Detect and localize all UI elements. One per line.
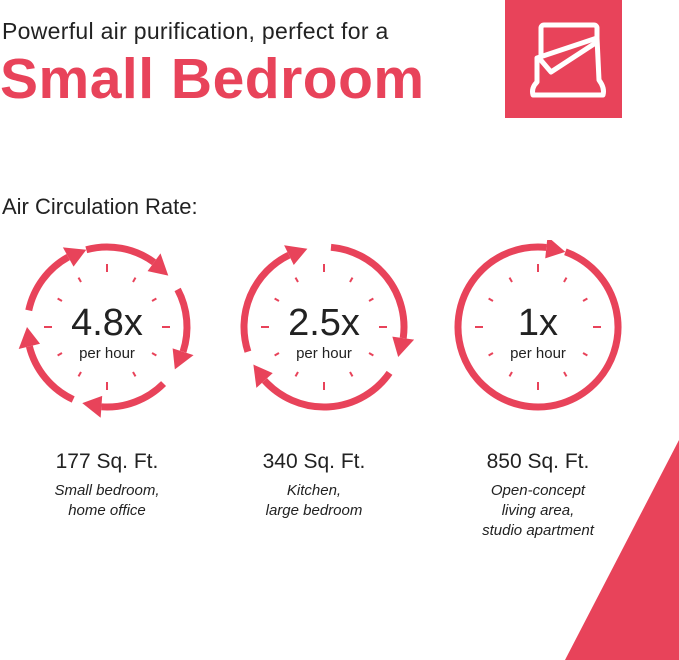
circulation-gauge-1 bbox=[18, 243, 194, 418]
tick-mark bbox=[294, 277, 299, 283]
arrow-head-icon bbox=[18, 327, 41, 350]
circulation-gauge-3 bbox=[454, 240, 622, 411]
subtitle: Powerful air purification, perfect for a bbox=[2, 18, 389, 44]
desc-line: Open-concept bbox=[490, 482, 586, 499]
tick-mark bbox=[582, 352, 588, 357]
room-description: Kitchen, large bedroom bbox=[214, 481, 414, 521]
arrow-head-icon bbox=[147, 253, 169, 276]
tick-mark bbox=[132, 277, 137, 283]
rate-value: 1x bbox=[517, 302, 559, 344]
tick-mark bbox=[349, 371, 354, 377]
room-area: 850 Sq. Ft. bbox=[486, 450, 590, 473]
arrow-head-icon bbox=[82, 395, 103, 418]
tick-mark bbox=[57, 297, 63, 302]
tick-mark bbox=[77, 277, 82, 283]
rate-unit: per hour bbox=[296, 345, 352, 362]
rate-unit: per hour bbox=[510, 345, 566, 362]
tick-mark bbox=[488, 352, 494, 357]
arrow-head-icon bbox=[62, 247, 87, 267]
tick-mark bbox=[563, 277, 568, 283]
room-description: Open-concept living area, studio apartment bbox=[438, 481, 638, 541]
desc-line: Kitchen, bbox=[286, 482, 342, 499]
arrow-arc bbox=[101, 381, 167, 411]
tick-mark bbox=[57, 352, 63, 357]
arrow-head-icon bbox=[545, 240, 566, 259]
desc-line: living area, bbox=[501, 502, 575, 519]
tick-mark bbox=[488, 297, 494, 302]
tick-mark bbox=[294, 371, 299, 377]
tick-mark bbox=[349, 277, 354, 283]
circulation-gauge-2 bbox=[240, 243, 414, 411]
tick-mark bbox=[563, 371, 568, 377]
arrow-arc bbox=[330, 243, 408, 339]
bed-icon-box bbox=[505, 0, 622, 118]
tick-mark bbox=[151, 297, 157, 302]
arrow-arc bbox=[25, 253, 70, 312]
arrow-head-icon bbox=[253, 364, 273, 388]
arrow-arc bbox=[261, 370, 393, 411]
desc-line: large bedroom bbox=[265, 502, 363, 519]
arrow-arc bbox=[174, 287, 191, 353]
room-area: 177 Sq. Ft. bbox=[55, 450, 159, 473]
arrow-head-icon bbox=[392, 336, 414, 357]
arrow-head-icon bbox=[284, 245, 308, 265]
arrow-arc bbox=[454, 243, 622, 411]
tick-mark bbox=[274, 352, 280, 357]
bed-icon bbox=[530, 22, 606, 98]
tick-mark bbox=[77, 371, 82, 377]
arrow-arc bbox=[25, 345, 75, 403]
tick-mark bbox=[368, 297, 374, 302]
arrow-arc bbox=[85, 243, 157, 266]
room-description: Small bedroom, home office bbox=[7, 481, 207, 521]
tick-mark bbox=[508, 371, 513, 377]
desc-line: Small bedroom, bbox=[54, 482, 160, 499]
arrow-head-icon bbox=[172, 348, 194, 370]
room-area: 340 Sq. Ft. bbox=[262, 450, 366, 473]
section-label: Air Circulation Rate: bbox=[2, 194, 198, 219]
rate-value: 2.5x bbox=[288, 302, 360, 344]
desc-line: studio apartment bbox=[482, 522, 594, 539]
tick-mark bbox=[132, 371, 137, 377]
tick-mark bbox=[368, 352, 374, 357]
tick-mark bbox=[151, 352, 157, 357]
tick-mark bbox=[274, 297, 280, 302]
page-title: Small Bedroom bbox=[0, 47, 425, 111]
tick-mark bbox=[508, 277, 513, 283]
rate-value: 4.8x bbox=[71, 302, 143, 344]
arrow-arc bbox=[240, 251, 291, 353]
rate-unit: per hour bbox=[79, 345, 135, 362]
desc-line: home office bbox=[68, 502, 146, 519]
tick-mark bbox=[582, 297, 588, 302]
